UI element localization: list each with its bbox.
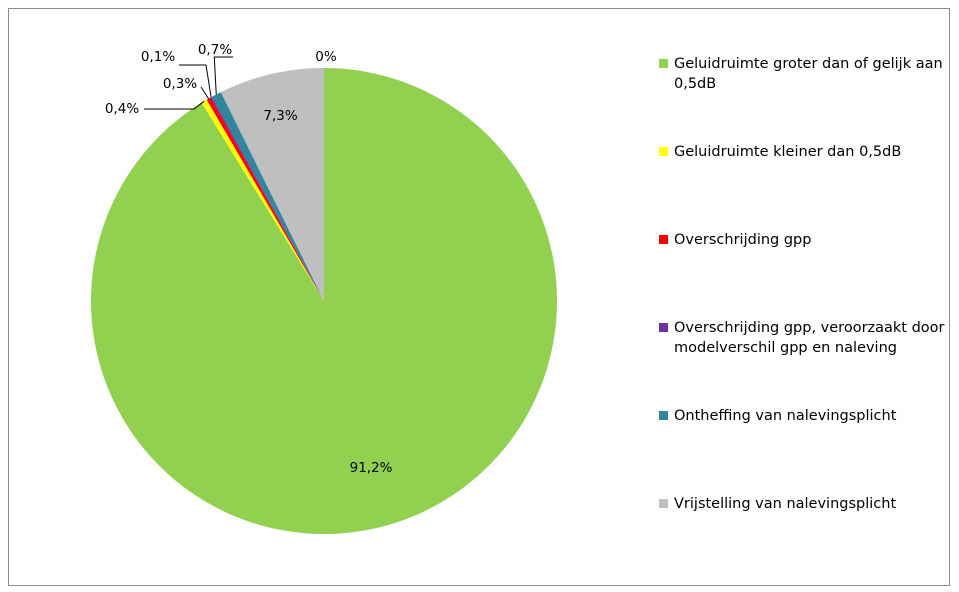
data-label-2: 0,3%	[163, 76, 197, 92]
leader-line-4	[213, 56, 233, 95]
data-label-5: 7,3%	[263, 108, 297, 124]
legend-item-ontheffing: Ontheffing van nalevingsplicht	[659, 406, 954, 426]
legend-label: Geluidruimte kleiner dan 0,5dB	[674, 144, 902, 160]
data-label-1: 0,4%	[105, 101, 139, 117]
pie-slice-2	[206, 97, 324, 301]
legend-item-vrijstelling: Vrijstelling van nalevingsplicht	[659, 494, 954, 514]
pie-slice-5	[220, 68, 324, 301]
legend-swatch	[659, 59, 668, 68]
legend-item-geluidruimte-groter: Geluidruimte groter dan of gelijk aan 0,…	[659, 54, 954, 94]
pie-chart: 91,2% 7,3% 0,7% 0,1% 0,3% 0,4% 0%	[90, 42, 557, 534]
legend-swatch	[659, 323, 668, 332]
leader-line-3	[179, 64, 212, 98]
leader-line-1	[144, 100, 205, 110]
legend-item-overschrijding-gpp: Overschrijding gpp	[659, 230, 954, 250]
legend-item-geluidruimte-kleiner: Geluidruimte kleiner dan 0,5dB	[659, 142, 954, 162]
pie-slice-1	[201, 99, 324, 301]
legend-item-overschrijding-modelverschil: Overschrijding gpp, veroorzaakt door mod…	[659, 318, 954, 358]
pie-slice-4	[211, 92, 324, 301]
legend-swatch	[659, 147, 668, 156]
legend-swatch	[659, 235, 668, 244]
leader-line-2	[200, 86, 209, 99]
legend-label: Overschrijding gpp, veroorzaakt door mod…	[674, 320, 945, 356]
data-label-zero: 0%	[315, 49, 337, 65]
legend-label: Geluidruimte groter dan of gelijk aan 0,…	[674, 56, 943, 92]
data-label-4: 0,7%	[198, 42, 232, 58]
chart-frame: 91,2% 7,3% 0,7% 0,1% 0,3% 0,4% 0% Geluidruimte…	[8, 8, 950, 586]
pie-slice-3	[210, 96, 324, 301]
legend-swatch	[659, 411, 668, 420]
legend-label: Vrijstelling van nalevingsplicht	[674, 496, 897, 512]
data-label-0: 91,2%	[350, 460, 393, 476]
legend-label: Ontheffing van nalevingsplicht	[674, 408, 897, 424]
data-label-3: 0,1%	[141, 49, 175, 65]
legend-label: Overschrijding gpp	[674, 232, 812, 248]
legend-swatch	[659, 499, 668, 508]
